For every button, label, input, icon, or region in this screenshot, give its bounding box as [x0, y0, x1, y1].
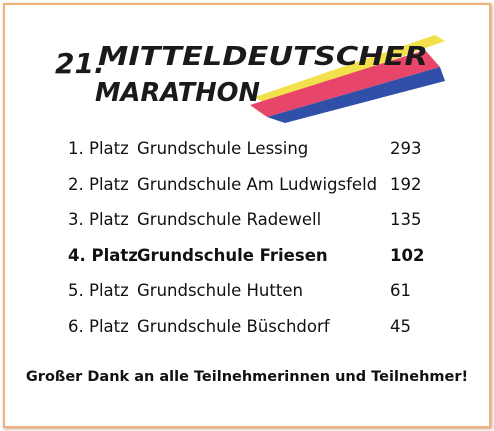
- rank: 6. Platz: [68, 316, 129, 336]
- table-row: 6. Platz Grundschule Büschdorf 45: [5, 312, 489, 342]
- school: Grundschule Radewell: [137, 210, 322, 229]
- school: Grundschule Lessing: [137, 139, 309, 158]
- table-row: 4. Platz Grundschule Friesen 102: [5, 241, 489, 271]
- school: Grundschule Am Ludwigsfeld: [137, 174, 378, 194]
- logo-line2: MARATHON: [95, 78, 260, 108]
- table-row: 1. Platz Grundschule Lessing 293: [5, 134, 489, 164]
- points: 135: [390, 210, 422, 229]
- footer: Großer Dank an alle Teilnehmerinnen und …: [25, 369, 469, 385]
- logo-line1: MITTELDEUTSCHER: [98, 42, 428, 72]
- frame: 21. MITTELDEUTSCHER MARATHON 1. Platz Gru…: [3, 3, 491, 428]
- rank: 1. Platz: [68, 139, 129, 158]
- table-row: 2. Platz Grundschule Am Ludwigsfeld 192: [5, 170, 489, 200]
- school: Grundschule Büschdorf: [137, 316, 330, 336]
- points: 61: [390, 281, 411, 300]
- rank: 3. Platz: [68, 210, 129, 229]
- points: 102: [390, 245, 425, 265]
- rank: 2. Platz: [68, 174, 129, 194]
- stripe-yellow: [255, 35, 445, 105]
- rank: 4. Platz: [68, 245, 138, 265]
- table-row: 5. Platz Grundschule Hutten 61: [5, 276, 489, 306]
- stripe-red: [250, 50, 440, 117]
- points: 293: [390, 139, 422, 158]
- points: 45: [390, 316, 411, 336]
- school: Grundschule Hutten: [137, 281, 303, 300]
- table-row: 3. Platz Grundschule Radewell 135: [5, 205, 489, 235]
- rank: 5. Platz: [68, 281, 129, 300]
- school: Grundschule Friesen: [137, 245, 328, 265]
- points: 192: [390, 174, 422, 194]
- logo: 21. MITTELDEUTSCHER MARATHON: [55, 35, 445, 123]
- stripe-blue: [267, 67, 445, 123]
- logo-number: 21.: [55, 47, 105, 80]
